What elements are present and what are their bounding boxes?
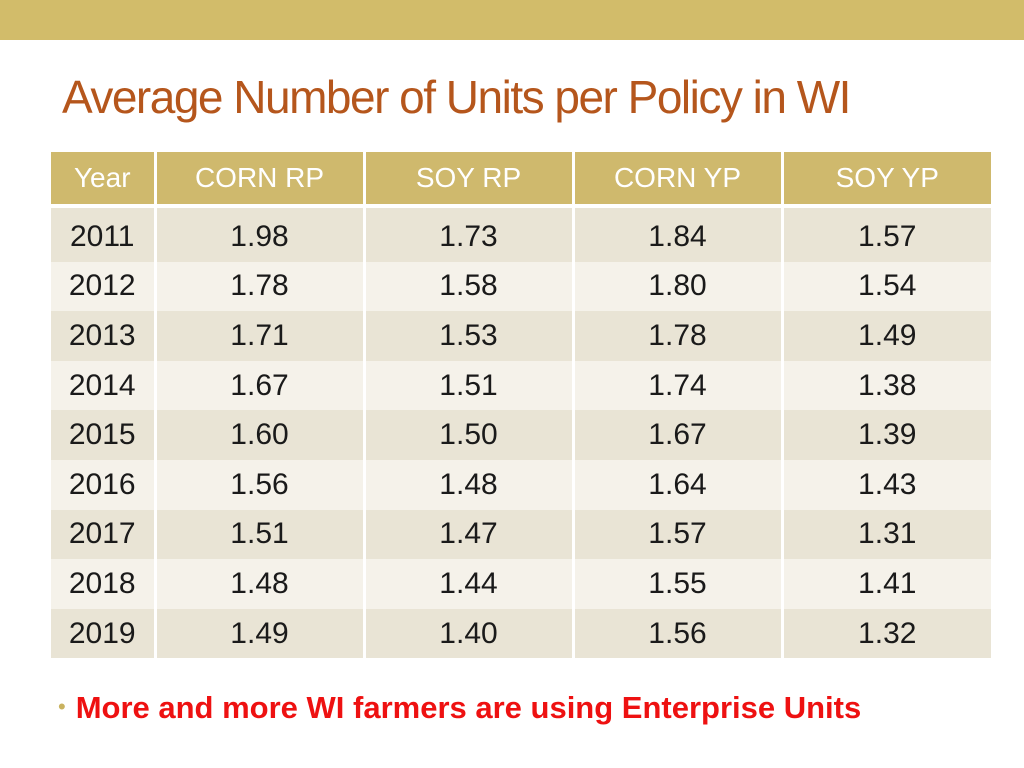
value-cell: 1.32	[780, 608, 991, 659]
value-cell: 1.38	[780, 360, 991, 411]
value-cell: 1.55	[571, 559, 784, 609]
table-row: 2016 1.56 1.48 1.64 1.43	[51, 459, 991, 510]
value-cell: 1.31	[780, 509, 991, 560]
value-cell: 1.50	[362, 410, 575, 460]
table-body: 2011 1.98 1.73 1.84 1.57 2012 1.78 1.58 1.80 1.54…	[51, 206, 991, 659]
bullet-text: More and more WI farmers are using Enter…	[75, 690, 862, 725]
year-cell: 2013	[51, 311, 157, 361]
table-row: 2012 1.78 1.58 1.80 1.54	[51, 261, 991, 312]
value-cell: 1.49	[153, 608, 366, 659]
table-row: 2019 1.49 1.40 1.56 1.32	[51, 608, 991, 659]
value-cell: 1.48	[153, 559, 366, 609]
table-header-row: Year CORN RP SOY RP CORN YP SOY YP	[51, 152, 991, 208]
value-cell: 1.49	[780, 311, 991, 361]
value-cell: 1.64	[571, 459, 784, 510]
value-cell: 1.60	[153, 410, 366, 460]
table-row: 2018 1.48 1.44 1.55 1.41	[51, 559, 991, 609]
value-cell: 1.47	[362, 509, 575, 560]
units-per-policy-table: Year CORN RP SOY RP CORN YP SOY YP 2011 1.98 1…	[51, 152, 991, 659]
year-cell: 2019	[51, 608, 157, 659]
column-header: SOY RP	[362, 152, 575, 208]
value-cell: 1.48	[362, 459, 575, 510]
value-cell: 1.80	[571, 261, 784, 312]
value-cell: 1.78	[571, 311, 784, 361]
value-cell: 1.78	[153, 261, 366, 312]
table-row: 2011 1.98 1.73 1.84 1.57	[51, 206, 991, 262]
year-cell: 2018	[51, 559, 157, 609]
year-cell: 2015	[51, 410, 157, 460]
value-cell: 1.40	[362, 608, 575, 659]
value-cell: 1.56	[571, 608, 784, 659]
column-header: SOY YP	[780, 152, 991, 208]
column-header: CORN YP	[571, 152, 784, 208]
value-cell: 1.44	[362, 559, 575, 609]
value-cell: 1.67	[153, 360, 366, 411]
value-cell: 1.39	[780, 410, 991, 460]
table-row: 2015 1.60 1.50 1.67 1.39	[51, 410, 991, 460]
table-row: 2014 1.67 1.51 1.74 1.38	[51, 360, 991, 411]
value-cell: 1.41	[780, 559, 991, 609]
value-cell: 1.51	[153, 509, 366, 560]
value-cell: 1.56	[153, 459, 366, 510]
year-cell: 2011	[51, 206, 157, 262]
value-cell: 1.43	[780, 459, 991, 510]
column-header: Year	[51, 152, 157, 208]
value-cell: 1.57	[571, 509, 784, 560]
value-cell: 1.53	[362, 311, 575, 361]
year-cell: 2014	[51, 360, 157, 411]
slide-title: Average Number of Units per Policy in WI	[62, 71, 851, 123]
column-header: CORN RP	[153, 152, 366, 208]
value-cell: 1.58	[362, 261, 575, 312]
year-cell: 2017	[51, 509, 157, 560]
top-accent-bar	[0, 0, 1024, 40]
table-row: 2013 1.71 1.53 1.78 1.49	[51, 311, 991, 361]
value-cell: 1.71	[153, 311, 366, 361]
bullet-marker: •	[58, 694, 66, 719]
value-cell: 1.73	[362, 206, 575, 262]
value-cell: 1.84	[571, 206, 784, 262]
value-cell: 1.51	[362, 360, 575, 411]
value-cell: 1.74	[571, 360, 784, 411]
year-cell: 2016	[51, 459, 157, 510]
value-cell: 1.54	[780, 261, 991, 312]
year-cell: 2012	[51, 261, 157, 312]
bullet-point: • More and more WI farmers are using Ente…	[58, 690, 861, 726]
table-row: 2017 1.51 1.47 1.57 1.31	[51, 509, 991, 560]
value-cell: 1.67	[571, 410, 784, 460]
value-cell: 1.98	[153, 206, 366, 262]
value-cell: 1.57	[780, 206, 991, 262]
